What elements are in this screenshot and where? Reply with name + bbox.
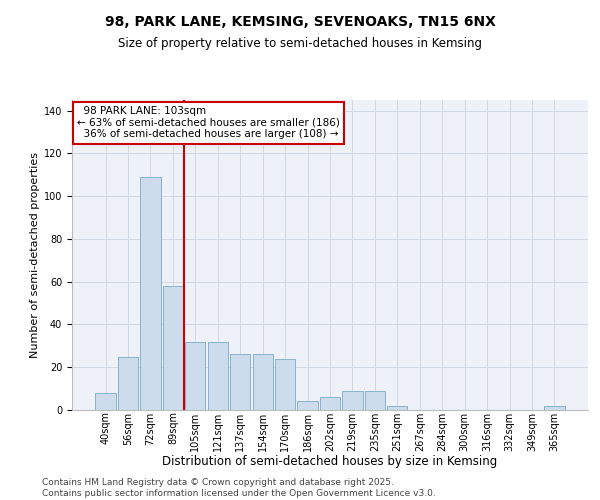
Bar	[343, 391, 362, 410]
Y-axis label: Number of semi-detached properties: Number of semi-detached properties	[29, 152, 40, 358]
Bar	[118, 356, 138, 410]
Bar	[544, 406, 565, 410]
Bar	[365, 391, 385, 410]
X-axis label: Distribution of semi-detached houses by size in Kemsing: Distribution of semi-detached houses by …	[163, 455, 497, 468]
Bar	[140, 177, 161, 410]
Bar	[208, 342, 228, 410]
Text: Size of property relative to semi-detached houses in Kemsing: Size of property relative to semi-detach…	[118, 38, 482, 51]
Bar	[185, 342, 205, 410]
Bar	[275, 358, 295, 410]
Text: 98, PARK LANE, KEMSING, SEVENOAKS, TN15 6NX: 98, PARK LANE, KEMSING, SEVENOAKS, TN15 …	[104, 15, 496, 29]
Bar	[253, 354, 273, 410]
Bar	[95, 393, 116, 410]
Bar	[387, 406, 407, 410]
Bar	[230, 354, 250, 410]
Text: Contains HM Land Registry data © Crown copyright and database right 2025.
Contai: Contains HM Land Registry data © Crown c…	[42, 478, 436, 498]
Bar	[320, 397, 340, 410]
Bar	[163, 286, 183, 410]
Text: 98 PARK LANE: 103sqm
← 63% of semi-detached houses are smaller (186)
  36% of se: 98 PARK LANE: 103sqm ← 63% of semi-detac…	[77, 106, 340, 140]
Bar	[298, 402, 317, 410]
